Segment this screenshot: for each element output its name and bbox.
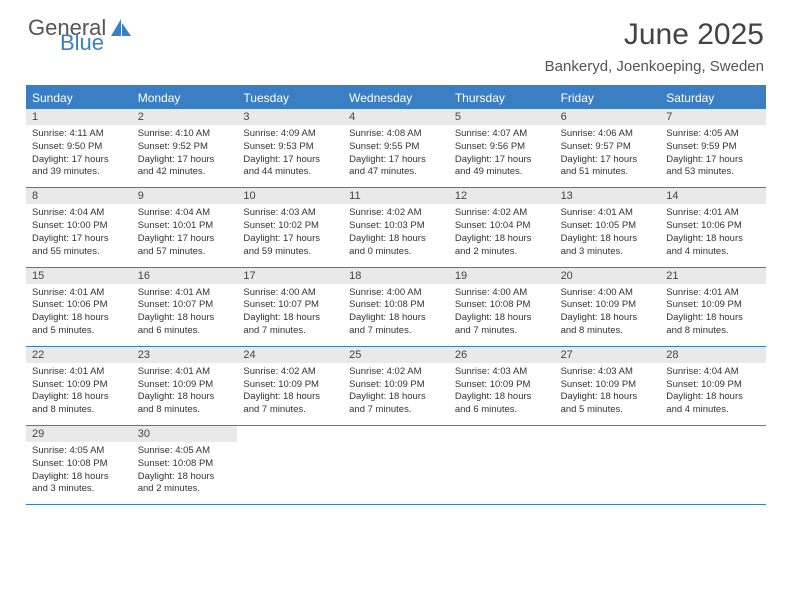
day-number-row: 15161718192021 (26, 268, 766, 284)
day-number (660, 426, 766, 442)
day-number: 17 (237, 268, 343, 284)
day-detail: Sunrise: 4:09 AMSunset: 9:53 PMDaylight:… (237, 125, 343, 187)
calendar-body: 1234567Sunrise: 4:11 AMSunset: 9:50 PMDa… (26, 109, 766, 505)
day-number: 12 (449, 188, 555, 204)
day-number: 23 (132, 347, 238, 363)
day-detail: Sunrise: 4:07 AMSunset: 9:56 PMDaylight:… (449, 125, 555, 187)
day-detail: Sunrise: 4:01 AMSunset: 10:09 PMDaylight… (660, 284, 766, 346)
day-detail: Sunrise: 4:03 AMSunset: 10:09 PMDaylight… (555, 363, 661, 425)
day-number: 14 (660, 188, 766, 204)
day-detail: Sunrise: 4:03 AMSunset: 10:02 PMDaylight… (237, 204, 343, 266)
day-detail: Sunrise: 4:00 AMSunset: 10:08 PMDaylight… (449, 284, 555, 346)
day-number: 15 (26, 268, 132, 284)
header: General Blue June 2025 Bankeryd, Joenkoe… (0, 0, 792, 79)
day-number: 3 (237, 109, 343, 125)
day-number: 20 (555, 268, 661, 284)
day-number-row: 2930 (26, 426, 766, 442)
day-detail (555, 442, 661, 504)
day-number: 30 (132, 426, 238, 442)
day-number: 21 (660, 268, 766, 284)
day-detail (449, 442, 555, 504)
day-detail: Sunrise: 4:11 AMSunset: 9:50 PMDaylight:… (26, 125, 132, 187)
day-header-cell: Friday (555, 87, 661, 109)
day-detail: Sunrise: 4:01 AMSunset: 10:09 PMDaylight… (132, 363, 238, 425)
day-number: 16 (132, 268, 238, 284)
day-number-row: 1234567 (26, 109, 766, 125)
page-title: June 2025 (545, 18, 764, 52)
day-number: 2 (132, 109, 238, 125)
day-number: 10 (237, 188, 343, 204)
day-number-row: 891011121314 (26, 188, 766, 204)
location-subtitle: Bankeryd, Joenkoeping, Sweden (545, 58, 764, 75)
day-detail: Sunrise: 4:05 AMSunset: 9:59 PMDaylight:… (660, 125, 766, 187)
day-header-cell: Thursday (449, 87, 555, 109)
day-number: 13 (555, 188, 661, 204)
day-body-row: Sunrise: 4:04 AMSunset: 10:00 PMDaylight… (26, 204, 766, 267)
day-number: 24 (237, 347, 343, 363)
day-number: 11 (343, 188, 449, 204)
day-number: 4 (343, 109, 449, 125)
day-number-row: 22232425262728 (26, 347, 766, 363)
day-detail: Sunrise: 4:04 AMSunset: 10:00 PMDaylight… (26, 204, 132, 266)
title-area: June 2025 Bankeryd, Joenkoeping, Sweden (545, 18, 764, 75)
day-detail: Sunrise: 4:04 AMSunset: 10:01 PMDaylight… (132, 204, 238, 266)
day-number: 22 (26, 347, 132, 363)
day-body-row: Sunrise: 4:01 AMSunset: 10:06 PMDaylight… (26, 284, 766, 347)
day-header-cell: Tuesday (237, 87, 343, 109)
day-detail: Sunrise: 4:02 AMSunset: 10:09 PMDaylight… (237, 363, 343, 425)
day-detail: Sunrise: 4:08 AMSunset: 9:55 PMDaylight:… (343, 125, 449, 187)
calendar: SundayMondayTuesdayWednesdayThursdayFrid… (26, 85, 766, 505)
day-detail: Sunrise: 4:02 AMSunset: 10:03 PMDaylight… (343, 204, 449, 266)
day-detail (660, 442, 766, 504)
day-header-cell: Saturday (660, 87, 766, 109)
day-header-cell: Wednesday (343, 87, 449, 109)
day-number (343, 426, 449, 442)
day-detail: Sunrise: 4:04 AMSunset: 10:09 PMDaylight… (660, 363, 766, 425)
day-number: 27 (555, 347, 661, 363)
day-body-row: Sunrise: 4:01 AMSunset: 10:09 PMDaylight… (26, 363, 766, 426)
logo: General Blue (28, 18, 133, 54)
day-detail: Sunrise: 4:00 AMSunset: 10:09 PMDaylight… (555, 284, 661, 346)
day-header-row: SundayMondayTuesdayWednesdayThursdayFrid… (26, 87, 766, 109)
day-detail: Sunrise: 4:01 AMSunset: 10:09 PMDaylight… (26, 363, 132, 425)
day-number: 6 (555, 109, 661, 125)
day-detail: Sunrise: 4:03 AMSunset: 10:09 PMDaylight… (449, 363, 555, 425)
day-detail (343, 442, 449, 504)
day-number (555, 426, 661, 442)
logo-text: General Blue (28, 18, 133, 54)
day-detail: Sunrise: 4:01 AMSunset: 10:05 PMDaylight… (555, 204, 661, 266)
day-number: 5 (449, 109, 555, 125)
day-detail (237, 442, 343, 504)
day-number: 7 (660, 109, 766, 125)
day-number: 26 (449, 347, 555, 363)
day-detail: Sunrise: 4:06 AMSunset: 9:57 PMDaylight:… (555, 125, 661, 187)
day-number: 19 (449, 268, 555, 284)
day-number: 18 (343, 268, 449, 284)
day-body-row: Sunrise: 4:11 AMSunset: 9:50 PMDaylight:… (26, 125, 766, 188)
day-detail: Sunrise: 4:00 AMSunset: 10:08 PMDaylight… (343, 284, 449, 346)
day-detail: Sunrise: 4:00 AMSunset: 10:07 PMDaylight… (237, 284, 343, 346)
day-number: 1 (26, 109, 132, 125)
day-number: 29 (26, 426, 132, 442)
day-header-cell: Monday (132, 87, 238, 109)
day-detail: Sunrise: 4:05 AMSunset: 10:08 PMDaylight… (132, 442, 238, 504)
day-number: 8 (26, 188, 132, 204)
day-header-cell: Sunday (26, 87, 132, 109)
day-number: 28 (660, 347, 766, 363)
day-body-row: Sunrise: 4:05 AMSunset: 10:08 PMDaylight… (26, 442, 766, 505)
day-number: 9 (132, 188, 238, 204)
logo-sail-icon (111, 19, 133, 37)
day-detail: Sunrise: 4:01 AMSunset: 10:06 PMDaylight… (660, 204, 766, 266)
day-detail: Sunrise: 4:02 AMSunset: 10:09 PMDaylight… (343, 363, 449, 425)
day-detail: Sunrise: 4:02 AMSunset: 10:04 PMDaylight… (449, 204, 555, 266)
day-number: 25 (343, 347, 449, 363)
day-detail: Sunrise: 4:01 AMSunset: 10:07 PMDaylight… (132, 284, 238, 346)
day-number (449, 426, 555, 442)
day-number (237, 426, 343, 442)
day-detail: Sunrise: 4:10 AMSunset: 9:52 PMDaylight:… (132, 125, 238, 187)
day-detail: Sunrise: 4:05 AMSunset: 10:08 PMDaylight… (26, 442, 132, 504)
day-detail: Sunrise: 4:01 AMSunset: 10:06 PMDaylight… (26, 284, 132, 346)
